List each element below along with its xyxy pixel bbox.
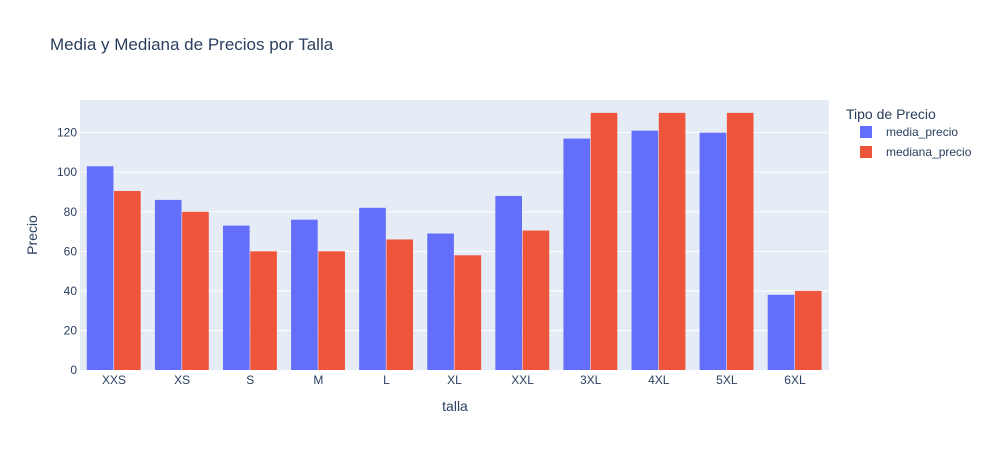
bar-media_precio-L: [359, 207, 386, 370]
chart-title: Media y Mediana de Precios por Talla: [50, 35, 334, 54]
bar-media_precio-6XL: [767, 294, 795, 370]
legend: Tipo de Precio media_precio mediana_preci…: [846, 106, 972, 159]
bar-mediana_precio-3XL: [590, 112, 618, 370]
y-tick-label: 100: [57, 165, 77, 179]
x-tick-label: XXL: [511, 373, 534, 387]
x-tick-label: M: [313, 373, 323, 387]
bars: [86, 112, 822, 370]
bar-mediana_precio-XXL: [522, 230, 550, 370]
x-tick-label: XXS: [102, 373, 126, 387]
bar-media_precio-3XL: [563, 138, 591, 370]
x-tick-label: XS: [174, 373, 190, 387]
y-axis-title: Precio: [24, 215, 40, 255]
bar-media_precio-4XL: [631, 130, 659, 370]
legend-items: media_precio mediana_precio: [860, 125, 972, 159]
x-tick-label: 3XL: [580, 373, 602, 387]
bar-mediana_precio-S: [250, 251, 277, 370]
x-axis-ticks: XXS XS S M L XL XXL 3XL 4XL 5XL 6XL: [102, 373, 806, 387]
bar-media_precio-M: [291, 219, 318, 370]
bar-media_precio-XXS: [86, 166, 114, 370]
bar-media_precio-5XL: [699, 132, 727, 370]
bar-media_precio-XL: [427, 233, 454, 370]
x-axis-title: talla: [442, 398, 468, 414]
bar-mediana_precio-4XL: [658, 112, 686, 370]
y-tick-label: 120: [57, 126, 77, 140]
bar-mediana_precio-M: [318, 251, 345, 370]
x-tick-label: S: [246, 373, 254, 387]
x-tick-label: 4XL: [648, 373, 670, 387]
y-tick-label: 0: [70, 363, 77, 377]
x-tick-label: XL: [447, 373, 462, 387]
legend-title: Tipo de Precio: [846, 106, 936, 122]
x-tick-label: L: [383, 373, 390, 387]
legend-label-mediana_precio: mediana_precio: [886, 145, 972, 159]
bar-mediana_precio-L: [386, 239, 414, 370]
bar-mediana_precio-5XL: [726, 112, 754, 370]
legend-label-media_precio: media_precio: [886, 125, 958, 139]
x-tick-label: 5XL: [716, 373, 738, 387]
y-tick-label: 60: [64, 244, 78, 258]
bar-media_precio-XS: [154, 199, 182, 370]
bar-media_precio-S: [222, 225, 250, 370]
bar-mediana_precio-6XL: [794, 290, 822, 370]
bar-mediana_precio-XXS: [114, 190, 141, 370]
bar-mediana_precio-XS: [182, 211, 209, 370]
y-tick-label: 80: [64, 205, 78, 219]
x-tick-label: 6XL: [784, 373, 806, 387]
y-tick-label: 20: [64, 323, 78, 337]
legend-swatch-media_precio: [860, 126, 872, 138]
bar-mediana_precio-XL: [454, 255, 482, 370]
y-tick-label: 40: [64, 284, 78, 298]
y-axis-ticks: 0 20 40 60 80 100 120: [57, 126, 77, 377]
legend-swatch-mediana_precio: [860, 146, 872, 158]
bar-media_precio-XXL: [495, 195, 522, 370]
